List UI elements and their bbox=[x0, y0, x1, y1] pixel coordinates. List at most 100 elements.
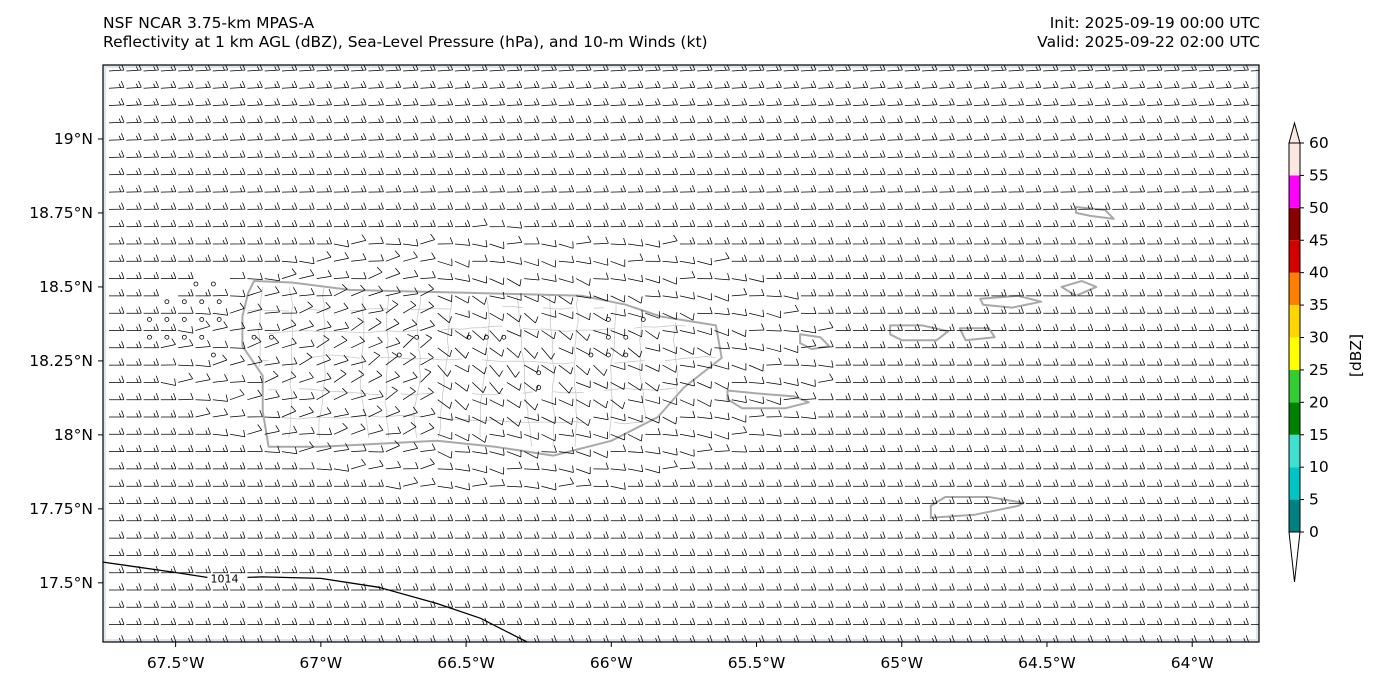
calm-wind-marker bbox=[199, 299, 205, 305]
calm-wind-marker bbox=[251, 334, 257, 340]
lon-tick-label: 65.5°W bbox=[728, 654, 786, 672]
colorbar-segment bbox=[1289, 402, 1300, 435]
calm-wind-marker bbox=[216, 299, 222, 305]
lon-tick-label: 67°W bbox=[299, 654, 342, 672]
calm-wind-marker bbox=[536, 385, 542, 390]
colorbar-under-extension bbox=[1288, 531, 1301, 583]
calm-wind-marker bbox=[414, 334, 420, 340]
latitude-axis: 19°N 18.75°N 18.5°N 18.25°N 18°N 17.75°N 17.5°… bbox=[29, 130, 103, 592]
calm-wind-marker bbox=[623, 334, 629, 340]
colorbar-tick-label: 30 bbox=[1309, 329, 1329, 347]
colorbar-tick-label: 15 bbox=[1309, 426, 1329, 444]
calm-wind-marker bbox=[181, 334, 187, 340]
calm-wind-marker bbox=[269, 334, 274, 340]
lat-tick-label: 17.75°N bbox=[29, 500, 93, 518]
calm-wind-marker bbox=[605, 352, 611, 358]
lat-tick-label: 18.25°N bbox=[29, 352, 93, 370]
lat-tick-label: 18.75°N bbox=[29, 204, 93, 222]
colorbar-tick-label: 35 bbox=[1309, 296, 1329, 314]
colorbar-tick-label: 55 bbox=[1309, 166, 1329, 184]
valid-time: Valid: 2025-09-22 02:00 UTC bbox=[1037, 33, 1260, 51]
calm-wind-marker bbox=[536, 370, 542, 376]
colorbar-tick-label: 25 bbox=[1309, 361, 1329, 379]
colorbar-tick-label: 45 bbox=[1309, 231, 1329, 249]
map-frame bbox=[102, 64, 1260, 643]
wind-barbs bbox=[108, 65, 1259, 642]
colorbar-over-extension bbox=[1288, 121, 1301, 144]
lat-tick-label: 17.5°N bbox=[39, 574, 93, 592]
coastline-puerto-rico bbox=[241, 280, 723, 457]
colorbar-segment bbox=[1289, 369, 1300, 403]
lat-tick-label: 19°N bbox=[54, 130, 93, 148]
calm-wind-marker bbox=[396, 352, 402, 358]
calm-wind-marker bbox=[210, 352, 216, 358]
calm-wind-marker bbox=[588, 352, 594, 358]
lon-tick-label: 66.5°W bbox=[437, 654, 495, 672]
coastline-st-croix bbox=[929, 496, 1025, 519]
colorbar-label: [dBZ] bbox=[1347, 334, 1365, 377]
calm-wind-marker bbox=[164, 299, 170, 305]
colorbar-segment bbox=[1289, 143, 1300, 176]
calm-wind-marker bbox=[181, 317, 187, 322]
wind-barb-field bbox=[108, 65, 1259, 642]
colorbar-segment bbox=[1289, 240, 1300, 273]
lon-tick-label: 64.5°W bbox=[1018, 654, 1076, 672]
colorbar-segment bbox=[1289, 175, 1300, 208]
init-time: Init: 2025-09-19 00:00 UTC bbox=[1049, 14, 1260, 32]
isobar-label: 1014 bbox=[210, 572, 238, 585]
isobar-1014 bbox=[103, 561, 528, 642]
colorbar-segment bbox=[1289, 305, 1300, 338]
lat-tick-label: 18.5°N bbox=[39, 278, 93, 296]
colorbar-segment bbox=[1289, 434, 1300, 468]
colorbar-segment bbox=[1289, 337, 1300, 370]
ocean bbox=[106, 68, 1256, 639]
coastline-st-thomas bbox=[889, 324, 950, 342]
lon-tick-label: 65°W bbox=[880, 654, 923, 672]
title-model: NSF NCAR 3.75-km MPAS-A bbox=[103, 14, 315, 32]
calm-wind-marker bbox=[199, 317, 205, 322]
colorbar-segment bbox=[1289, 272, 1300, 306]
colorbar-tick-label: 60 bbox=[1309, 134, 1329, 152]
coastline-st-john bbox=[958, 327, 996, 342]
time-block: Init: 2025-09-19 00:00 UTC Valid: 2025-0… bbox=[1037, 14, 1260, 52]
colorbar-tick-label: 5 bbox=[1309, 491, 1319, 509]
colorbar-tick-label: 20 bbox=[1309, 393, 1329, 411]
lon-tick-label: 67.5°W bbox=[147, 654, 205, 672]
coastlines bbox=[241, 206, 1115, 519]
calm-wind-marker bbox=[147, 334, 152, 340]
colorbar-segment bbox=[1289, 467, 1300, 500]
colorbar-segment bbox=[1289, 499, 1300, 532]
title-fields: Reflectivity at 1 km AGL (dBZ), Sea-Leve… bbox=[103, 33, 708, 51]
colorbar-tick-label: 50 bbox=[1309, 199, 1329, 217]
calm-wind-marker bbox=[501, 334, 507, 340]
calm-wind-marker bbox=[623, 352, 629, 358]
coastline-vieques bbox=[726, 389, 810, 410]
calm-wind-marker bbox=[210, 281, 216, 287]
coastline-tortola bbox=[979, 294, 1043, 309]
calm-wind-marker bbox=[466, 334, 472, 340]
calm-wind-marker bbox=[181, 299, 187, 305]
colorbar-segment bbox=[1289, 207, 1300, 241]
calm-wind-marker bbox=[147, 317, 152, 322]
calm-wind-marker bbox=[193, 281, 199, 287]
colorbar-tick-label: 0 bbox=[1309, 523, 1319, 541]
isobars: 1014 bbox=[103, 561, 528, 642]
calm-wind-marker bbox=[483, 334, 489, 340]
calm-wind-marker bbox=[605, 334, 611, 340]
lon-tick-label: 64°W bbox=[1171, 654, 1214, 672]
title-block: NSF NCAR 3.75-km MPAS-A Reflectivity at … bbox=[103, 14, 708, 52]
calm-wind-marker bbox=[199, 334, 205, 340]
isobar-label-background bbox=[207, 572, 248, 587]
lat-tick-label: 18°N bbox=[54, 426, 93, 444]
calm-wind-marker bbox=[164, 317, 170, 322]
calm-wind-marker bbox=[216, 317, 222, 322]
calm-wind-marker bbox=[640, 317, 646, 322]
lon-tick-label: 66°W bbox=[590, 654, 633, 672]
colorbar-tick-label: 40 bbox=[1309, 264, 1329, 282]
calm-wind-marker bbox=[164, 334, 170, 340]
reflectivity-colorbar: 0 5 10 15 20 25 30 35 40 45 50 55 60 [dBZ] bbox=[1288, 121, 1365, 583]
colorbar-tick-label: 10 bbox=[1309, 458, 1329, 476]
longitude-axis: 67.5°W 67°W 66.5°W 66°W 65.5°W 65°W 64.5°W 64°W bbox=[147, 642, 1214, 672]
calm-wind-marker bbox=[605, 317, 611, 322]
